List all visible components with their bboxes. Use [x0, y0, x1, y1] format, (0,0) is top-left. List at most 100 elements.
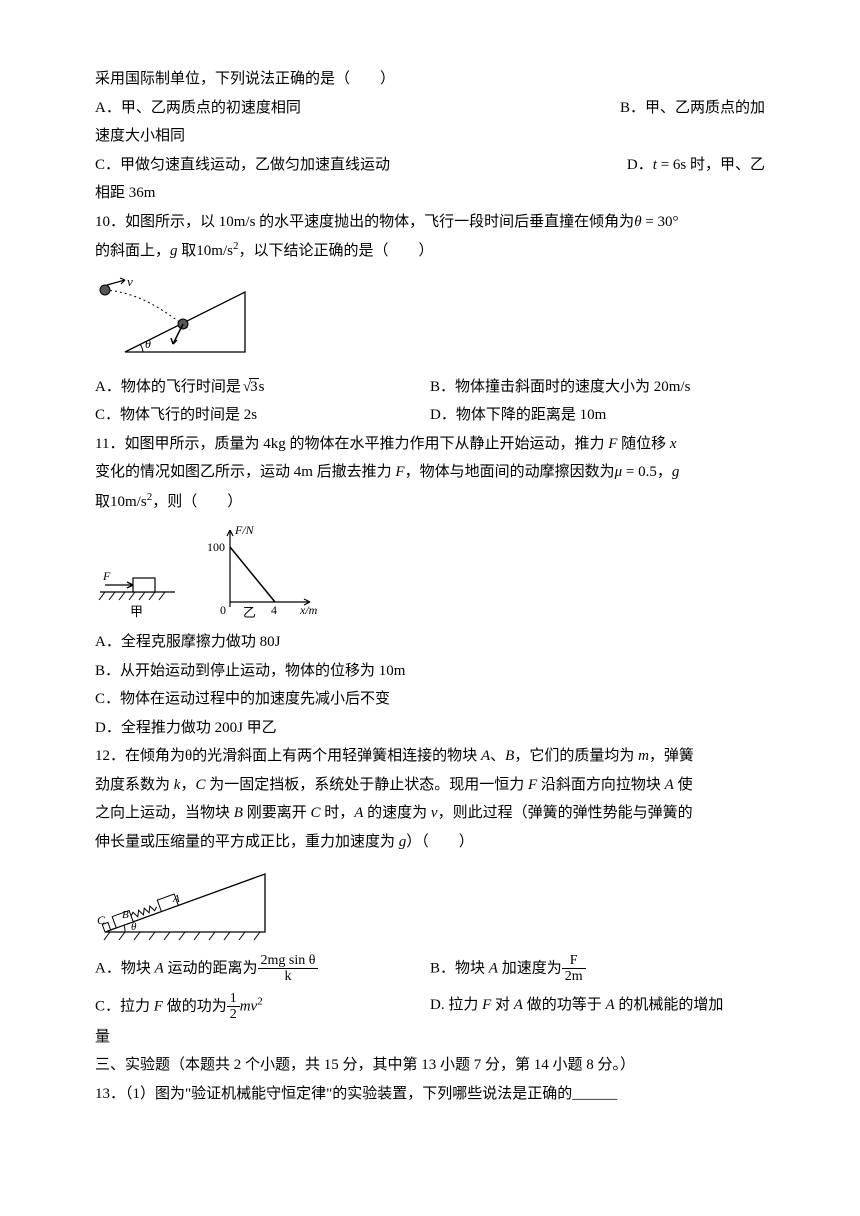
- q11-stem1: 11．如图甲所示，质量为 4kg 的物体在水平推力作用下从静止开始运动，推力 F…: [95, 430, 765, 459]
- q9-optD-post: 时，甲、乙: [686, 157, 765, 173]
- q11-g2: g: [672, 464, 680, 480]
- q10-stem2: 的斜面上，g 取10m/s2，以下结论正确的是（ ）: [95, 236, 765, 266]
- q12-oAp: A．物块: [95, 960, 155, 976]
- q12-s2a: 劲度系数为: [95, 777, 174, 793]
- q12-oCsup: 2: [257, 995, 263, 1007]
- q11-stem2: 变化的情况如图乙所示，运动 4m 后撤去推力 F，物体与地面间的动摩擦因数为μ …: [95, 458, 765, 487]
- q12-fBn: F: [562, 953, 586, 969]
- q12-optB: B．物块 A 加速度为F2m: [430, 953, 765, 985]
- q12-s3d: 的速度为: [363, 805, 431, 821]
- q12-F2: F: [528, 777, 537, 793]
- q12-s4b: ）（ ）: [406, 834, 474, 850]
- q12-optD: D. 拉力 F 对 A 做的功等于 A 的机械能的增加: [430, 991, 765, 1023]
- q10-rad: 3: [249, 378, 259, 395]
- q11-figure: F 甲 F/N 100 0 4 x/m 乙: [95, 522, 765, 622]
- q10-optD: D．物体下降的距离是 10m: [430, 401, 765, 430]
- q11-comma: ，: [657, 464, 672, 480]
- q11-cap-left: 甲: [130, 604, 143, 619]
- q11-origin: 0: [220, 603, 226, 617]
- q9-optC: C．甲做匀速直线运动，乙做匀加速直线运动: [95, 151, 627, 180]
- q12-s1d: ，弹簧: [649, 748, 694, 764]
- q9-optA: A．甲、乙两质点的初速度相同: [95, 94, 620, 123]
- q12-stem2: 劲度系数为 k，C 为一固定挡板，系统处于静止状态。现用一恒力 F 沿斜面方向拉…: [95, 771, 765, 800]
- q9-optD-eq: = 6s: [657, 157, 686, 173]
- q12-oCm: 做的功为: [163, 998, 227, 1014]
- q12-oAm: 运动的距离为: [164, 960, 258, 976]
- q11-mueq: = 0.5: [622, 464, 657, 480]
- q12-fCd: 2: [227, 1007, 240, 1022]
- q9-row1: A．甲、乙两质点的初速度相同 B．甲、乙两质点的加: [95, 94, 765, 123]
- q10-take: 取: [178, 243, 197, 259]
- q12-s3b: 刚要离开: [243, 805, 311, 821]
- q11-optD: D．全程推力做功 200J 甲乙: [95, 714, 765, 743]
- q12-B1: B: [505, 748, 514, 764]
- q10-sqrt: 3: [241, 373, 259, 402]
- q12-C1: C: [195, 777, 205, 793]
- svg-text:v: v: [127, 274, 133, 289]
- q12-fig-theta: θ: [131, 921, 137, 933]
- q10-stem-pre: 10．如图所示，以 10m/s 的水平速度抛出的物体，飞行一段时间后垂直撞在倾角…: [95, 214, 634, 230]
- q12-v: v: [431, 805, 438, 821]
- q12-oCs: mv: [240, 998, 258, 1014]
- q10-gval: 10m/s: [196, 243, 233, 259]
- q11-s1p: 11．如图甲所示，质量为 4kg 的物体在水平推力作用下从静止开始运动，推力: [95, 436, 608, 452]
- q11-s3post: ，则（ ）: [152, 494, 242, 510]
- q12-oDs: 的机械能的增加: [615, 997, 724, 1013]
- q10-eq30: = 30°: [642, 214, 679, 230]
- q11-s1m: 随位移: [617, 436, 670, 452]
- q12-oDm2: 做的功等于: [523, 997, 606, 1013]
- q12-C2: C: [310, 805, 320, 821]
- q12-stem4: 伸长量或压缩量的平方成正比，重力加速度为 g）（ ）: [95, 828, 765, 857]
- q12-stem1: 12．在倾角为θ的光滑斜面上有两个用轻弹簧相连接的物块 A、B，它们的质量均为 …: [95, 742, 765, 771]
- q12-fAd: k: [258, 969, 319, 984]
- q12-s3a: 之向上运动，当物块: [95, 805, 234, 821]
- q12-s4a: 伸长量或压缩量的平方成正比，重力加速度为: [95, 834, 399, 850]
- q12-optA: A．物块 A 运动的距离为2mg sin θk: [95, 953, 430, 985]
- q12-fracB: F2m: [562, 953, 586, 985]
- svg-text:θ: θ: [145, 337, 151, 351]
- q12-fracC: 12: [227, 991, 240, 1023]
- q12-stem3: 之向上运动，当物块 B 刚要离开 C 时，A 的速度为 v，则此过程（弹簧的弹性…: [95, 799, 765, 828]
- q12-row2: C．拉力 F 做的功为12mv2 D. 拉力 F 对 A 做的功等于 A 的机械…: [95, 991, 765, 1023]
- q12-optD-cont: 量: [95, 1023, 765, 1052]
- q12-oB-A: A: [489, 960, 498, 976]
- q12-oCp: C．拉力: [95, 998, 154, 1014]
- q12-fBd: 2m: [562, 969, 586, 984]
- q12-s2d: 沿斜面方向拉物块: [537, 777, 665, 793]
- q11-s2p: 变化的情况如图乙所示，运动 4m 后撤去推力: [95, 464, 395, 480]
- q12-s1b: 、: [490, 748, 505, 764]
- q12-oDp: D. 拉力: [430, 997, 482, 1013]
- q11-ymax: 100: [207, 540, 225, 554]
- q12-s1: 12．在倾角为θ的光滑斜面上有两个用轻弹簧相连接的物块: [95, 748, 481, 764]
- q13: 13．（1）图为"验证机械能守恒定律"的实验装置，下列哪些说法是正确的_____…: [95, 1080, 765, 1109]
- q9-preamble: 采用国际制单位，下列说法正确的是（ ）: [95, 65, 765, 94]
- q9-optB: B．甲、乙两质点的加: [620, 94, 765, 123]
- q11-optA: A．全程克服摩擦力做功 80J: [95, 628, 765, 657]
- q11-gval2: 10m/s: [110, 494, 147, 510]
- q9-optD: D．t = 6s 时，甲、乙: [627, 151, 765, 180]
- q10-optC: C．物体飞行的时间是 2s: [95, 401, 430, 430]
- q12-row1: A．物块 A 运动的距离为2mg sin θk B．物块 A 加速度为F2m: [95, 953, 765, 985]
- q12-s2c: 为一固定挡板，系统处于静止状态。现用一恒力: [205, 777, 528, 793]
- q11-optC: C．物体在运动过程中的加速度先减小后不变: [95, 685, 765, 714]
- q12-oD-A1: A: [514, 997, 523, 1013]
- q9-row2: C．甲做匀速直线运动，乙做匀加速直线运动 D．t = 6s 时，甲、乙: [95, 151, 765, 180]
- q10-g: g: [170, 243, 178, 259]
- q11-s2m: ，物体与地面间的动摩擦因数为: [405, 464, 615, 480]
- q12-fig-A: A: [172, 893, 180, 905]
- q12-fracA: 2mg sin θk: [258, 953, 319, 985]
- q11-s3p: 取: [95, 494, 110, 510]
- q10-row2: C．物体飞行的时间是 2s D．物体下降的距离是 10m: [95, 401, 765, 430]
- q12-oDm: 对: [491, 997, 514, 1013]
- q12-B2: B: [234, 805, 243, 821]
- q10-theta: θ: [634, 214, 641, 230]
- q10-optA-suf: s: [259, 379, 265, 395]
- q12-oA-A: A: [155, 960, 164, 976]
- q10-stem2-pre: 的斜面上，: [95, 243, 170, 259]
- q11-mu: μ: [615, 464, 623, 480]
- q10-stem1: 10．如图所示，以 10m/s 的水平速度抛出的物体，飞行一段时间后垂直撞在倾角…: [95, 208, 765, 237]
- q10-stem2-post: ，以下结论正确的是（ ）: [238, 243, 433, 259]
- q10-row1: A．物体的飞行时间是3s B．物体撞击斜面时的速度大小为 20m/s: [95, 373, 765, 402]
- q9-optD-pre: D．: [627, 157, 653, 173]
- q10-optB: B．物体撞击斜面时的速度大小为 20m/s: [430, 373, 765, 402]
